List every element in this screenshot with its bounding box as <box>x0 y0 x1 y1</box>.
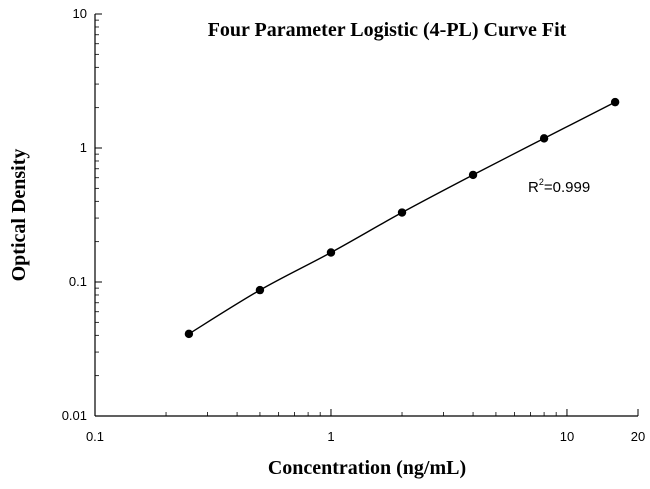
y-tick-label: 10 <box>73 6 87 21</box>
y-tick-label: 0.01 <box>62 408 87 423</box>
r-squared-base: R <box>528 179 539 196</box>
y-axis-title: Optical Density <box>8 149 30 282</box>
y-tick-label: 0.1 <box>69 274 87 289</box>
chart-title: Four Parameter Logistic (4-PL) Curve Fit <box>208 19 567 41</box>
data-point <box>468 170 478 180</box>
x-tick-label: 20 <box>631 429 645 444</box>
r-squared-annotation: R2=0.999 <box>528 177 590 196</box>
data-point <box>326 248 336 257</box>
plot-area: 0.1 1 10 20 0.01 0.1 1 10 <box>62 6 646 444</box>
r-squared-superscript: 2 <box>539 177 544 187</box>
r-squared-value: =0.999 <box>544 179 590 196</box>
data-point <box>184 329 194 339</box>
data-point <box>397 208 407 217</box>
x-axis-title: Concentration (ng/mL) <box>268 457 466 479</box>
y-tick-label: 1 <box>80 140 87 155</box>
data-point <box>610 97 620 107</box>
x-tick-label: 10 <box>560 429 574 444</box>
data-point <box>539 134 549 143</box>
x-tick-label: 0.1 <box>86 429 104 444</box>
x-tick-label: 1 <box>327 429 334 444</box>
data-point <box>255 285 265 295</box>
